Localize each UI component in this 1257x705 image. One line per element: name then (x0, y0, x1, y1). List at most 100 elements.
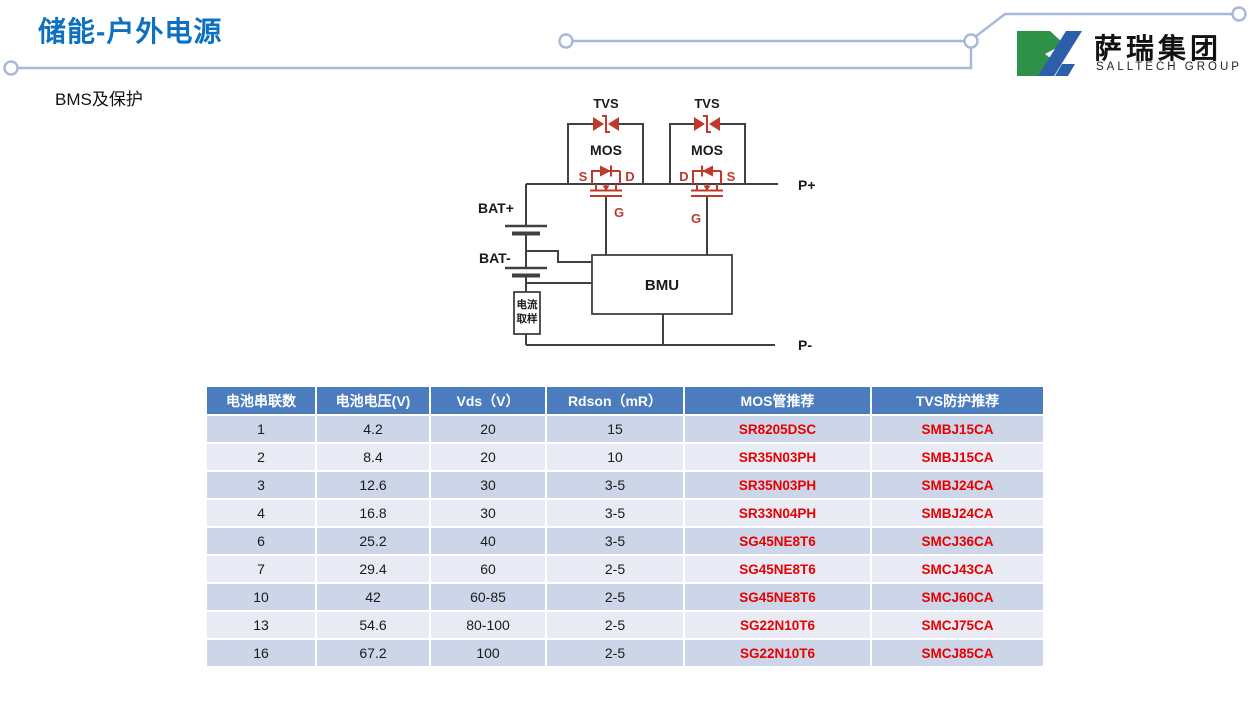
cell-tvs-part: SMCJ43CA (870, 554, 1045, 584)
cell-battery-series: 1 (205, 414, 317, 444)
header-mos-recommendation: MOS管推荐 (683, 385, 872, 416)
tvs-diode-icon (694, 115, 720, 133)
cell-battery-voltage: 25.2 (315, 526, 431, 556)
cell-battery-voltage: 8.4 (315, 442, 431, 472)
table-row: 6 25.2 40 3-5 SG45NE8T6 SMCJ36CA (205, 526, 1045, 556)
cell-battery-series: 3 (205, 470, 317, 500)
cell-battery-voltage: 42 (315, 582, 431, 612)
cell-battery-series: 4 (205, 498, 317, 528)
cell-mos-part: SR35N03PH (683, 470, 872, 500)
cell-tvs-part: SMCJ60CA (870, 582, 1045, 612)
cell-battery-series: 16 (205, 638, 317, 668)
current-sense-label-line1: 电流 (517, 298, 538, 311)
current-sense-label-line2: 取样 (517, 312, 538, 325)
cell-vds: 60-85 (429, 582, 547, 612)
cell-rdson: 3-5 (545, 526, 685, 556)
bat-minus-sense-wire (526, 250, 592, 263)
table-row: 4 16.8 30 3-5 SR33N04PH SMBJ24CA (205, 498, 1045, 528)
page-subtitle: BMS及保护 (55, 90, 143, 109)
cell-battery-voltage: 4.2 (315, 414, 431, 444)
battery-cell-icon (505, 224, 547, 236)
mos-tvs-recommendation-table: 电池串联数 电池电压(V) Vds（V） Rdson（mR） MOS管推荐 TV… (205, 385, 1045, 668)
cell-mos-part: SG22N10T6 (683, 638, 872, 668)
cell-mos-part: SG45NE8T6 (683, 582, 872, 612)
cell-battery-voltage: 54.6 (315, 610, 431, 640)
drain1-label: D (625, 169, 634, 184)
p-minus-label: P- (798, 337, 812, 353)
cell-vds: 30 (429, 498, 547, 528)
cell-battery-series: 2 (205, 442, 317, 472)
cell-vds: 20 (429, 414, 547, 444)
trace-node-icon (1231, 6, 1247, 22)
tvs2-label: TVS (694, 96, 720, 111)
cell-battery-voltage: 12.6 (315, 470, 431, 500)
mosfet-icon (691, 165, 723, 197)
cell-vds: 60 (429, 554, 547, 584)
cell-vds: 20 (429, 442, 547, 472)
cell-tvs-part: SMCJ85CA (870, 638, 1045, 668)
mosfet1-loop (567, 123, 644, 184)
cell-tvs-part: SMBJ24CA (870, 498, 1045, 528)
source1-label: S (579, 169, 588, 184)
table-row: 3 12.6 30 3-5 SR35N03PH SMBJ24CA (205, 470, 1045, 500)
cell-tvs-part: SMCJ36CA (870, 526, 1045, 556)
table-row: 10 42 60-85 2-5 SG45NE8T6 SMCJ60CA (205, 582, 1045, 612)
header-battery-series: 电池串联数 (205, 385, 317, 416)
table-header-row: 电池串联数 电池电压(V) Vds（V） Rdson（mR） MOS管推荐 TV… (205, 385, 1045, 416)
logo-company-name-en: SALLTECH GROUP (1096, 61, 1242, 73)
drain2-label: D (679, 169, 688, 184)
mosfet2-loop (669, 123, 746, 184)
bms-protection-schematic: TVS TVS MOS MOS S D D S G G BAT+ BAT- BM… (478, 96, 816, 353)
cell-battery-series: 6 (205, 526, 317, 556)
cell-rdson: 2-5 (545, 638, 685, 668)
cell-battery-voltage: 29.4 (315, 554, 431, 584)
header-rdson: Rdson（mR） (545, 385, 685, 416)
cell-mos-part: SG45NE8T6 (683, 526, 872, 556)
cell-rdson: 2-5 (545, 610, 685, 640)
battery-cell-icon (505, 266, 547, 278)
cell-vds: 100 (429, 638, 547, 668)
cell-tvs-part: SMBJ15CA (870, 442, 1045, 472)
cell-vds: 30 (429, 470, 547, 500)
header-tvs-recommendation: TVS防护推荐 (870, 385, 1045, 416)
trace-node-icon (963, 33, 979, 49)
cell-rdson: 15 (545, 414, 685, 444)
mosfet-icon (590, 165, 622, 197)
cell-battery-series: 13 (205, 610, 317, 640)
table-row: 2 8.4 20 10 SR35N03PH SMBJ15CA (205, 442, 1045, 472)
gate2-label: G (691, 211, 701, 226)
tvs1-label: TVS (593, 96, 619, 111)
trace-node-icon (558, 33, 574, 49)
cell-tvs-part: SMBJ15CA (870, 414, 1045, 444)
gate1-label: G (614, 205, 624, 220)
cell-vds: 80-100 (429, 610, 547, 640)
table-row: 16 67.2 100 2-5 SG22N10T6 SMCJ85CA (205, 638, 1045, 668)
cell-battery-voltage: 67.2 (315, 638, 431, 668)
cell-mos-part: SR8205DSC (683, 414, 872, 444)
cell-mos-part: SR33N04PH (683, 498, 872, 528)
cell-battery-voltage: 16.8 (315, 498, 431, 528)
table-row: 7 29.4 60 2-5 SG45NE8T6 SMCJ43CA (205, 554, 1045, 584)
logo-company-name: 萨瑞集团 (1094, 33, 1223, 64)
cell-rdson: 3-5 (545, 470, 685, 500)
table-row: 1 4.2 20 15 SR8205DSC SMBJ15CA (205, 414, 1045, 444)
cell-rdson: 3-5 (545, 498, 685, 528)
header-vds: Vds（V） (429, 385, 547, 416)
trace-node-icon (3, 60, 19, 76)
bmu-box (591, 254, 733, 315)
header-battery-voltage: 电池电压(V) (315, 385, 431, 416)
cell-vds: 40 (429, 526, 547, 556)
cell-tvs-part: SMBJ24CA (870, 470, 1045, 500)
mos1-label: MOS (590, 142, 622, 158)
bat-minus-label: BAT- (479, 250, 511, 266)
tvs-diode-icon (593, 115, 619, 133)
source2-label: S (727, 169, 736, 184)
p-plus-label: P+ (798, 177, 816, 193)
page-title: 储能-户外电源 (38, 16, 223, 47)
cell-tvs-part: SMCJ75CA (870, 610, 1045, 640)
cell-mos-part: SG45NE8T6 (683, 554, 872, 584)
cell-battery-series: 10 (205, 582, 317, 612)
cell-rdson: 2-5 (545, 582, 685, 612)
mos2-label: MOS (691, 142, 723, 158)
bmu-label: BMU (645, 277, 679, 294)
